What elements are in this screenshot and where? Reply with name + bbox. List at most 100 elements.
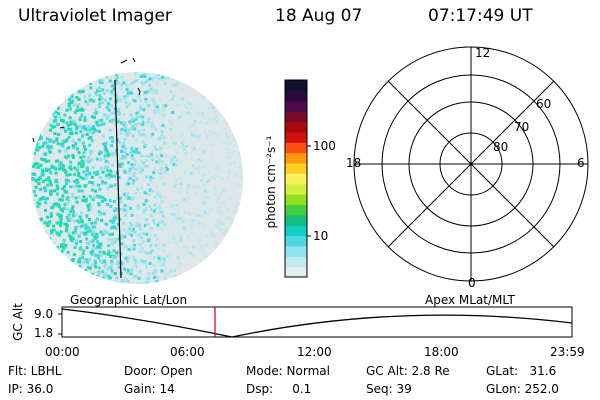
uv-pixel <box>186 186 190 190</box>
uv-pixel <box>101 196 105 200</box>
uv-pixel <box>151 158 155 161</box>
uv-pixel <box>63 203 67 207</box>
uv-pixel <box>170 235 174 239</box>
uv-pixel <box>63 97 67 101</box>
uv-pixel <box>59 245 63 248</box>
uv-pixel <box>39 163 43 167</box>
uv-pixel <box>139 99 143 103</box>
uv-pixel <box>101 101 104 105</box>
uv-pixel <box>37 102 41 106</box>
uv-pixel <box>189 195 193 199</box>
uv-pixel <box>225 156 229 160</box>
uv-pixel <box>108 199 112 203</box>
uv-pixel <box>158 221 162 224</box>
uv-pixel <box>46 99 50 103</box>
uv-pixel <box>149 230 153 234</box>
uv-pixel <box>225 111 229 115</box>
uv-pixel <box>66 207 70 211</box>
uv-pixel <box>72 184 76 188</box>
uv-pixel <box>105 175 109 179</box>
uv-pixel <box>185 245 189 249</box>
uv-pixel <box>85 169 89 173</box>
uv-pixel <box>88 266 92 270</box>
uv-pixel <box>202 123 206 127</box>
uv-pixel <box>163 92 167 95</box>
uv-pixel <box>169 81 173 85</box>
uv-pixel <box>224 264 228 268</box>
uv-pixel <box>212 238 216 242</box>
uv-pixel <box>98 77 102 81</box>
uv-pixel <box>127 256 131 260</box>
uv-pixel <box>138 114 142 118</box>
uv-pixel <box>207 260 211 263</box>
uv-pixel <box>70 80 74 84</box>
uv-pixel <box>40 123 44 127</box>
uv-pixel <box>208 97 212 101</box>
uv-pixel <box>217 245 221 249</box>
uv-pixel <box>87 281 91 284</box>
uv-pixel <box>148 84 151 87</box>
uv-pixel <box>223 235 227 239</box>
uv-pixel <box>211 143 214 147</box>
uv-pixel <box>62 126 66 130</box>
uv-pixel <box>67 123 70 127</box>
uv-pixel <box>238 155 241 158</box>
uv-pixel <box>221 80 225 84</box>
uv-pixel <box>133 258 137 262</box>
x-tick-label-2359: 23:59 <box>550 345 585 359</box>
uv-pixel <box>71 192 75 196</box>
uv-pixel <box>71 154 75 157</box>
uv-pixel <box>74 274 78 278</box>
uv-pixel <box>122 232 126 236</box>
uv-pixel <box>164 175 168 179</box>
uv-pixel <box>63 189 67 193</box>
uv-pixel <box>174 253 178 257</box>
uv-pixel <box>127 248 131 251</box>
uv-pixel <box>103 145 107 149</box>
uv-pixel <box>69 235 73 239</box>
uv-pixel <box>122 113 126 117</box>
uv-pixel <box>66 74 70 78</box>
uv-pixel <box>68 173 72 177</box>
uv-pixel <box>33 85 37 89</box>
uv-pixel <box>198 83 202 87</box>
uv-pixel <box>50 252 54 256</box>
uv-pixel <box>196 214 200 218</box>
uv-pixel <box>225 242 229 246</box>
uv-pixel <box>131 149 135 153</box>
uv-pixel <box>90 188 94 192</box>
uv-pixel <box>42 270 46 274</box>
uv-pixel <box>141 104 145 108</box>
uv-pixel <box>188 126 192 130</box>
uv-pixel <box>171 280 175 284</box>
uv-pixel <box>172 283 176 284</box>
uv-pixel <box>65 108 69 112</box>
uv-pixel <box>156 223 160 227</box>
uv-pixel <box>108 251 112 255</box>
uv-pixel <box>185 194 189 198</box>
uv-pixel <box>143 143 147 147</box>
uv-pixel <box>161 263 165 267</box>
uv-pixel <box>220 177 224 181</box>
uv-pixel <box>178 262 182 266</box>
uv-pixel <box>52 72 56 76</box>
uv-pixel <box>155 280 159 284</box>
uv-pixel <box>46 277 50 281</box>
uv-pixel <box>214 275 218 279</box>
uv-pixel <box>213 198 217 202</box>
uv-pixel <box>155 211 158 215</box>
uv-pixel <box>167 236 171 240</box>
uv-pixel <box>85 260 89 264</box>
uv-pixel <box>131 157 135 161</box>
uv-pixel <box>87 156 90 160</box>
uv-pixel <box>214 75 218 79</box>
uv-pixel <box>133 274 137 278</box>
uv-pixel <box>64 149 68 153</box>
uv-pixel <box>88 143 92 147</box>
uv-pixel <box>226 238 230 241</box>
uv-pixel <box>157 160 161 164</box>
uv-pixel <box>107 108 111 112</box>
uv-pixel <box>107 114 110 118</box>
uv-pixel <box>124 125 128 129</box>
uv-pixel <box>122 257 126 261</box>
